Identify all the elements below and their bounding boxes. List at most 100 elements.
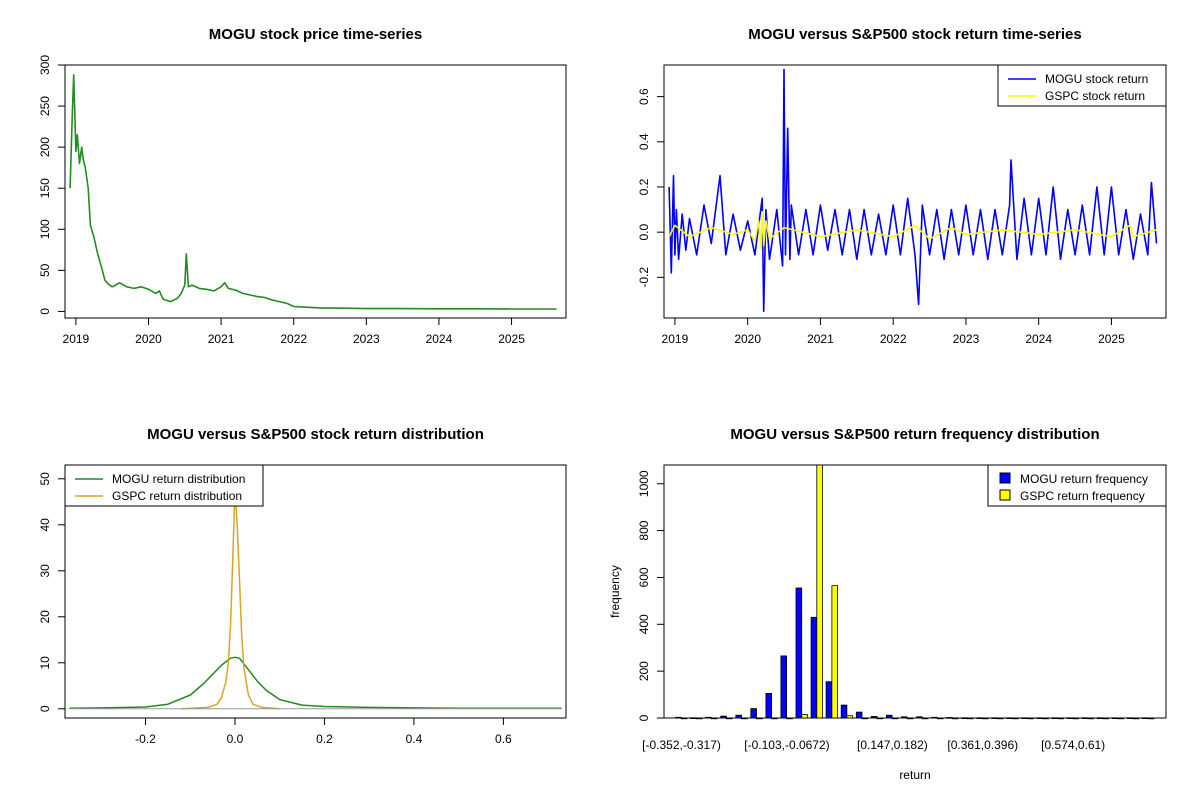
bar-gspc [1117,717,1125,720]
y-tick-label: 0.4 [637,133,651,150]
bar-mogu [780,655,788,719]
x-tick-label: 2019 [63,332,90,346]
y-tick-label: 300 [38,55,52,75]
bar-gspc [711,717,718,720]
legend-label: MOGU stock return [1045,72,1148,86]
bar-gspc [695,717,703,720]
bar-mogu [810,616,818,719]
legend-swatch [999,489,1011,501]
x-tick-label: 2025 [498,332,525,346]
bar-mogu [1127,717,1134,719]
series-line-1 [69,656,562,710]
chart-title-2: MOGU versus S&P500 stock return time-ser… [748,26,1081,43]
bar-gspc [786,717,793,720]
x-tick-label: 2023 [353,332,380,346]
x-tick-label: [0.147,0.182) [857,738,928,752]
bar-gspc [680,717,688,720]
x-axis-label: return [899,768,930,782]
bar-gspc [1147,717,1155,720]
x-tick-label: -0.2 [135,732,156,746]
x-tick-label: 2023 [953,332,980,346]
bar-gspc [1027,717,1034,720]
y-tick-label: 400 [637,614,651,634]
legend-label: GSPC stock return [1045,89,1145,103]
series-line-1 [69,74,557,310]
x-tick-label: 2021 [208,332,235,346]
bar-mogu [1096,717,1104,719]
y-tick-label: 150 [38,178,52,198]
x-tick-label: [0.361,0.396) [947,738,1018,752]
x-tick-label: 0.2 [316,732,333,746]
bar-gspc [1042,717,1049,720]
y-tick-label: 10 [38,656,52,670]
y-tick-label: 50 [38,472,52,486]
bar-gspc [982,717,989,720]
x-tick-label: [-0.352,-0.317) [642,738,721,752]
y-tick-label: 0 [637,714,651,721]
x-tick-label: [-0.103,-0.0672) [744,738,829,752]
series-line-2 [181,487,280,710]
bar-gspc [936,717,944,720]
bar-gspc [726,717,733,720]
legend-box-2 [997,64,1167,107]
plot-frame-2 [663,64,1167,319]
y-tick-label: 0.6 [637,88,651,105]
bar-mogu [690,717,697,719]
legend-swatch [999,472,1011,484]
x-tick-label: 2020 [734,332,761,346]
y-tick-label: -0.2 [637,267,651,288]
y-tick-label: 200 [637,661,651,681]
bar-mogu [870,716,878,719]
y-axis-label: frequency [608,565,622,618]
bar-gspc [1102,717,1110,720]
legend-label: GSPC return distribution [112,489,242,503]
bar-mogu [675,716,682,719]
bar-mogu [1142,717,1149,719]
chart-title-1: MOGU stock price time-series [209,26,422,43]
bar-gspc [921,717,929,720]
bar-gspc [1012,717,1019,720]
bar-mogu [765,693,773,719]
bar-gspc [1072,717,1080,720]
bar-mogu [946,717,953,719]
bar-gspc [861,717,869,720]
bar-gspc [1132,717,1140,720]
y-tick-label: 1000 [637,470,651,497]
bar-mogu [901,716,908,719]
bar-mogu [1081,717,1089,719]
bar-gspc [1087,717,1095,720]
y-tick-label: 0 [38,705,52,712]
bar-gspc [816,464,823,719]
x-tick-label: 2022 [280,332,307,346]
y-tick-label: 600 [637,567,651,587]
chart-title-3: MOGU versus S&P500 stock return distribu… [147,426,484,443]
bar-mogu [1111,717,1119,719]
x-tick-label: 0.4 [406,732,423,746]
x-tick-label: 2025 [1098,332,1125,346]
x-tick-label: 2024 [1025,332,1052,346]
y-tick-label: 250 [38,96,52,116]
bar-gspc [952,717,959,720]
chart-title-4: MOGU versus S&P500 return frequency dist… [730,426,1099,443]
bar-mogu [750,708,757,719]
bar-gspc [846,715,854,719]
bar-mogu [1036,717,1044,719]
y-tick-label: 0.2 [637,178,651,195]
y-tick-label: 0 [38,308,52,315]
bar-gspc [876,717,884,720]
plot-frame-3 [64,464,567,719]
y-tick-label: 0.0 [637,223,651,240]
bar-mogu [916,716,923,719]
bar-mogu [1021,717,1029,719]
series-line-2 [668,211,1157,249]
legend-box-3 [64,464,264,507]
y-tick-label: 200 [38,137,52,157]
y-tick-label: 100 [38,219,52,239]
y-tick-label: 30 [38,564,52,578]
bar-gspc [906,717,914,720]
bar-mogu [1051,717,1059,719]
y-tick-label: 40 [38,518,52,532]
x-tick-label: [0.574,0.61) [1041,738,1105,752]
bar-mogu [931,716,938,719]
bar-mogu [720,715,727,719]
